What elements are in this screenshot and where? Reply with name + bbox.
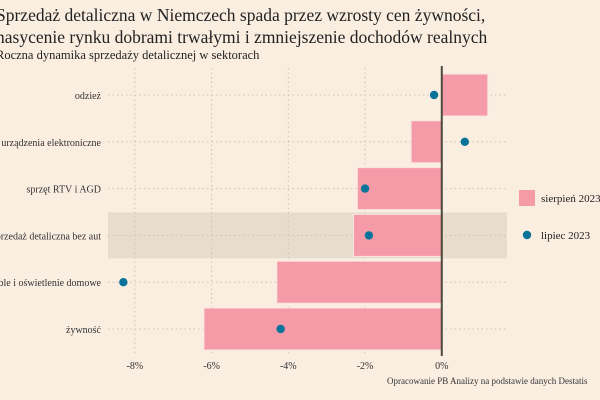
dot-lipiec-2023 (360, 184, 370, 193)
dot-lipiec-2023 (460, 137, 469, 146)
legend-swatch-dot (522, 230, 532, 240)
legend-label: lipiec 2023 (541, 230, 591, 242)
dot-lipiec-2023 (119, 278, 128, 287)
chart-subtitle: Roczna dynamika sprzedaży detalicznej w … (0, 48, 260, 62)
bar-sierpień-2023 (276, 260, 443, 304)
category-label: odzież (75, 91, 102, 102)
dot-lipiec-2023 (276, 324, 285, 334)
dot-lipiec-2023 (364, 231, 374, 240)
bar-sierpień-2023 (356, 167, 443, 211)
bar-sierpień-2023 (410, 120, 443, 164)
x-tick-label: -2% (357, 361, 374, 372)
x-tick-label: -6% (203, 361, 220, 372)
category-label: sprzedaż detaliczna bez aut (0, 231, 101, 242)
category-label: meble i oświetlenie domowe (0, 278, 102, 289)
x-tick-label: 0% (435, 361, 448, 372)
x-tick-label: -4% (280, 361, 297, 372)
title-line-1: Sprzedaż detaliczna w Niemczech spada pr… (0, 5, 486, 25)
chart-title: Sprzedaż detaliczna w Niemczech spada pr… (0, 4, 487, 48)
dot-lipiec-2023 (429, 90, 439, 100)
bar-sierpień-2023 (203, 307, 443, 351)
legend-label: sierpień 2023 (541, 193, 600, 205)
title-line-2: nasycenie rynku dobrami trwałymi i zmnie… (0, 27, 488, 47)
caption: Opracowanie PB Analizy na podstawie dany… (387, 376, 588, 386)
x-tick-label: -8% (127, 361, 144, 372)
category-label: sprzęt RTV i AGD (27, 185, 102, 196)
category-label: żywność (66, 325, 102, 336)
bar-sierpień-2023 (441, 73, 489, 117)
legend-swatch-bar (519, 190, 535, 206)
category-label: urządzenia elektroniczne (1, 138, 101, 149)
